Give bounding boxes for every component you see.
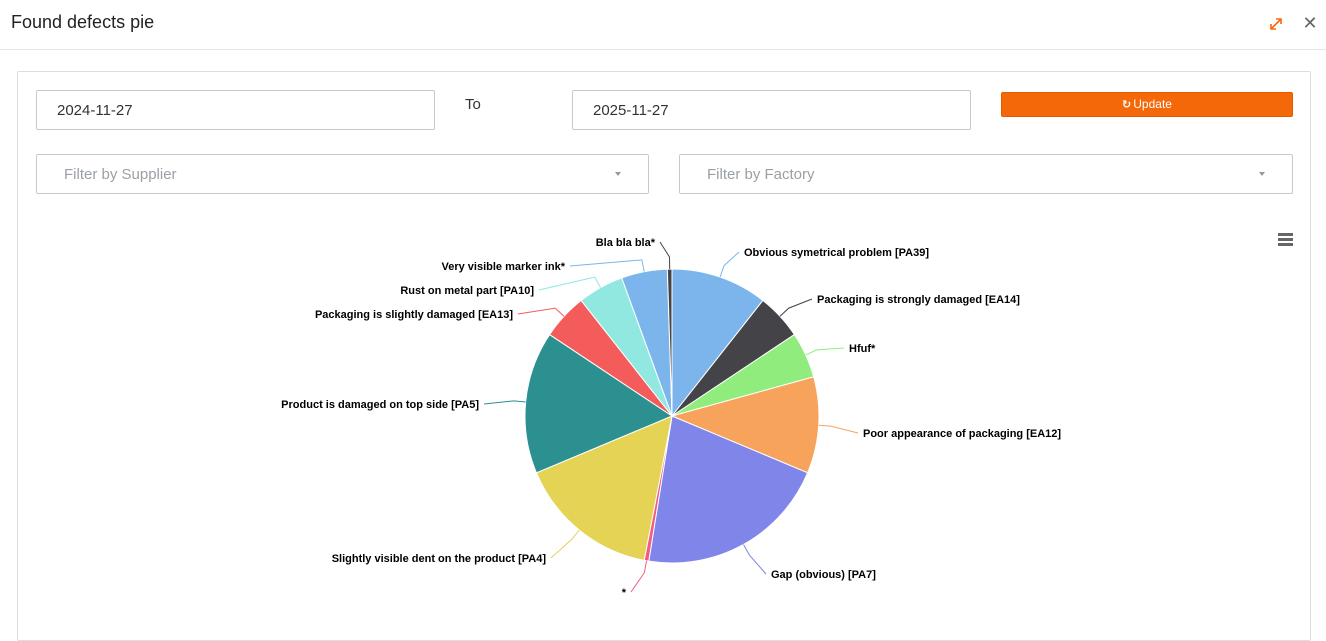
factory-filter-select[interactable]: Filter by Factory <box>679 154 1293 194</box>
supplier-filter-placeholder: Filter by Supplier <box>64 166 177 183</box>
chart-menu-icon[interactable] <box>1278 233 1293 247</box>
pie-slice[interactable] <box>666 268 673 417</box>
date-to-input[interactable] <box>572 90 971 130</box>
pie-slice-label: * <box>622 587 627 599</box>
supplier-filter-select[interactable]: Filter by Supplier <box>36 154 649 194</box>
refresh-icon: ↻ <box>1122 99 1132 111</box>
pie-slice-label: Rust on metal part [PA10] <box>400 285 534 297</box>
date-range-to-label: To <box>465 96 481 113</box>
window-title: Found defects pie <box>11 12 155 32</box>
chevron-down-icon <box>1259 172 1265 176</box>
pie-slice-label: Gap (obvious) [PA7] <box>771 569 876 581</box>
pie-slice-label: Poor appearance of packaging [EA12] <box>863 428 1061 440</box>
window-header: Found defects pie ✕ <box>0 0 1326 50</box>
pie-slice-label: Packaging is slightly damaged [EA13] <box>315 309 513 321</box>
update-button-label: Update <box>1133 97 1172 111</box>
expand-icon[interactable] <box>1267 15 1285 33</box>
pie-slice-label: Product is damaged on top side [PA5] <box>281 399 479 411</box>
pie-slice-label: Hfuf* <box>849 343 876 355</box>
pie-slice-label: Packaging is strongly damaged [EA14] <box>817 294 1020 306</box>
chevron-down-icon <box>615 172 621 176</box>
pie-slice-label: Obvious symetrical problem [PA39] <box>744 247 929 259</box>
date-from-input[interactable] <box>36 90 435 130</box>
defects-pie-chart: Obvious symetrical problem [PA39] Packagi… <box>281 237 1061 599</box>
factory-filter-placeholder: Filter by Factory <box>707 166 815 183</box>
close-icon[interactable]: ✕ <box>1302 13 1318 33</box>
pie-slice-label: Very visible marker ink* <box>441 261 565 273</box>
pie-slice-label: Bla bla bla* <box>596 237 656 249</box>
pie-slice-label: Slightly visible dent on the product [PA… <box>332 553 547 565</box>
update-button[interactable]: ↻ Update <box>1001 92 1293 117</box>
